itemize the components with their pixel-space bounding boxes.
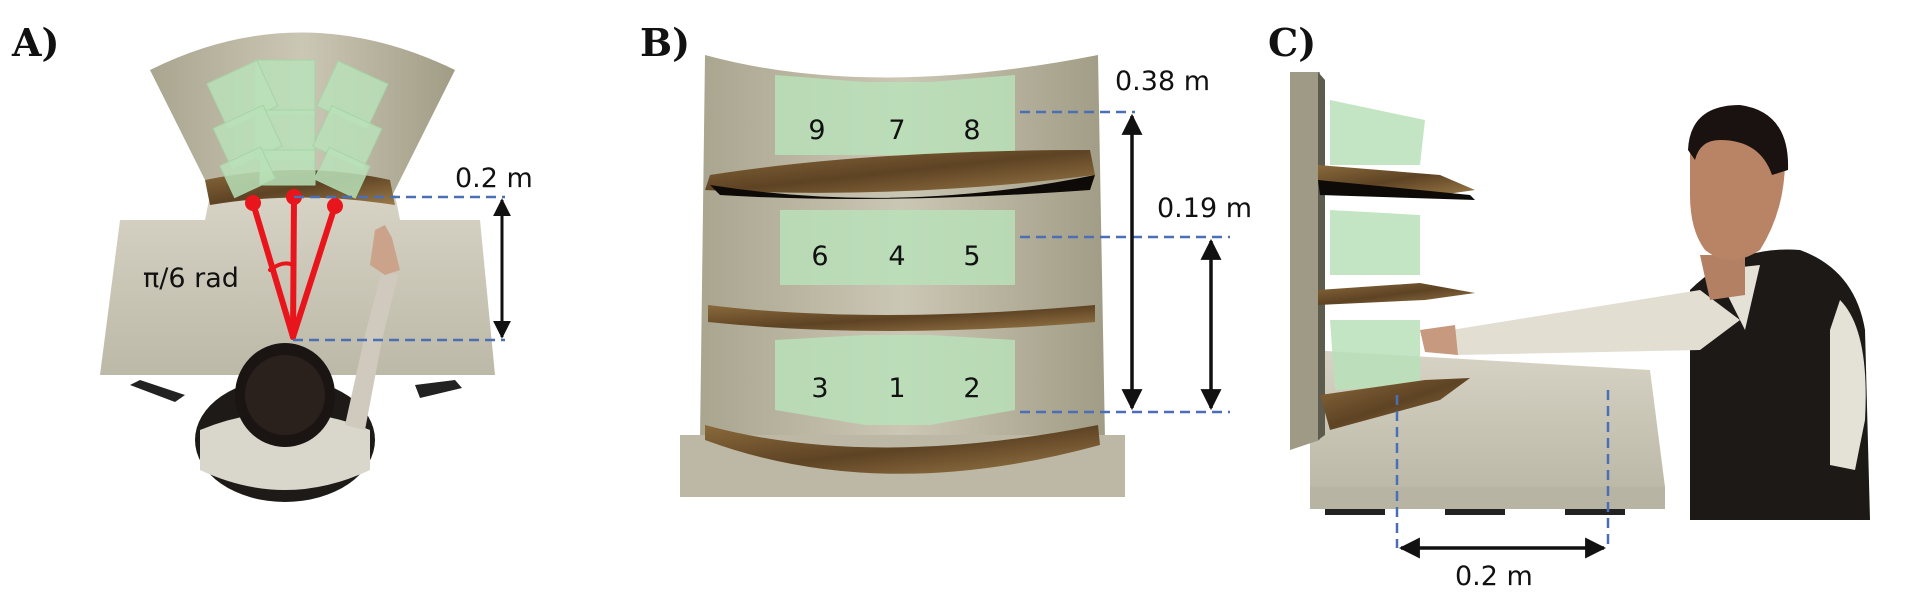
- b-total-height-label: 0.38 m: [1115, 66, 1211, 97]
- person-hand: [1420, 325, 1458, 355]
- a-angle-label: π/6 rad: [143, 263, 239, 294]
- c-reach-label: 0.2 m: [1455, 561, 1533, 592]
- bin-number: 9: [808, 115, 825, 146]
- shelf-bottom: [705, 425, 1100, 474]
- bin-number: 2: [963, 373, 980, 404]
- c-dashed-guides: [1395, 390, 1610, 548]
- bins-top-view: [206, 59, 389, 199]
- table-leg: [130, 380, 185, 402]
- panel-a-top-view: [100, 32, 511, 502]
- shelf-top: [1318, 165, 1475, 195]
- bin-number: 8: [963, 115, 980, 146]
- reach-angle-lines: [250, 194, 338, 340]
- bin-number: 5: [963, 241, 980, 272]
- bins-front-view: [775, 75, 1015, 425]
- person-reaching-arm: [1420, 290, 1740, 355]
- bin-number: 7: [888, 115, 905, 146]
- panel-c-side-view: [1290, 72, 1870, 559]
- shelf-bottom: [1320, 378, 1470, 430]
- table-top: [100, 195, 495, 375]
- a-distance-label: 0.2 m: [455, 163, 533, 194]
- shelf-middle: [1318, 283, 1475, 305]
- panel-a-label: A): [12, 20, 60, 65]
- person-hand: [370, 225, 400, 275]
- person-neck: [1700, 255, 1745, 300]
- person-arm: [345, 270, 398, 430]
- b-shelf-spacing-label: 0.19 m: [1157, 193, 1253, 224]
- shelf-back-board: [1290, 72, 1320, 450]
- panel-b-front-view: 9 7 8 6 4 5 3 1 2: [680, 55, 1230, 497]
- person-hair: [1688, 105, 1789, 175]
- person-shirt: [200, 412, 370, 490]
- panel-c-label: C): [1268, 20, 1317, 65]
- a-dashed-guides: [293, 195, 505, 342]
- bin-number: 4: [888, 241, 905, 272]
- person-back-arm: [1830, 300, 1866, 470]
- panel-b-label: B): [640, 20, 691, 65]
- shelf-middle: [708, 305, 1095, 331]
- bin-number: 3: [811, 373, 828, 404]
- shelf-top: [705, 150, 1095, 193]
- bins-side-view: [1330, 100, 1425, 390]
- bin-number: 6: [811, 241, 828, 272]
- bin-numbers: 9 7 8 6 4 5 3 1 2: [808, 115, 980, 404]
- table-leg: [415, 380, 462, 398]
- reach-target-points: [245, 189, 343, 214]
- bin-number: 1: [888, 373, 905, 404]
